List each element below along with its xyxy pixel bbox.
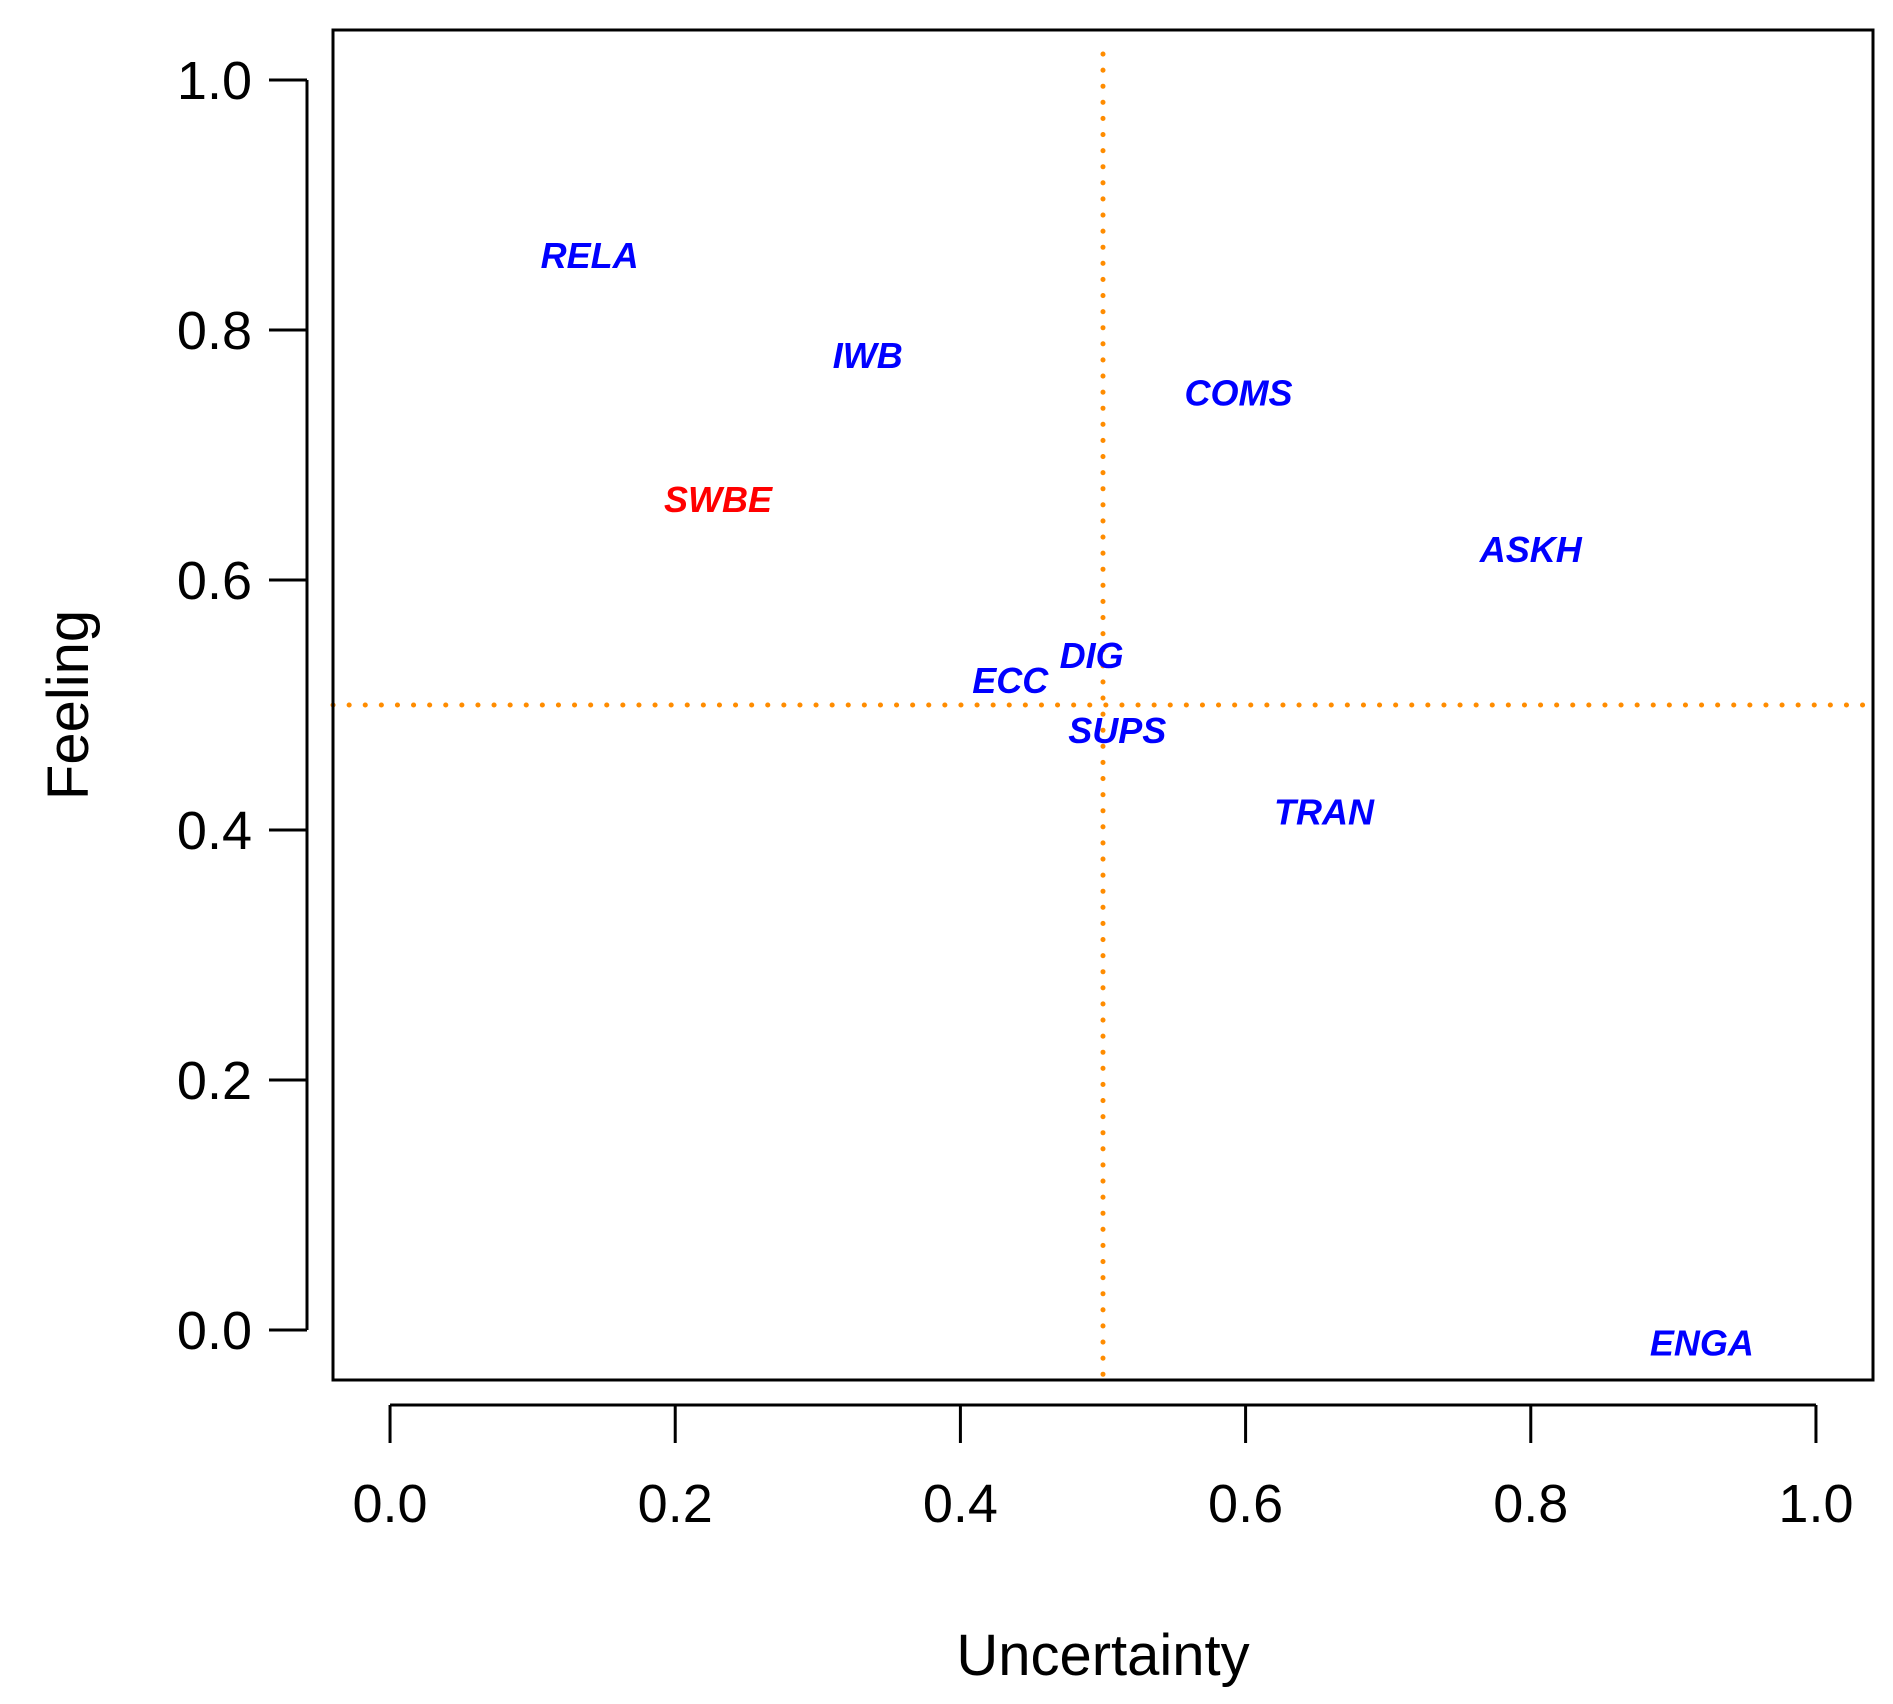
point-label-iwb: IWB: [833, 335, 903, 376]
y-tick-label: 0.6: [177, 551, 252, 611]
point-label-rela: RELA: [541, 235, 639, 276]
point-label-dig: DIG: [1060, 635, 1124, 676]
x-axis: 0.0 0.2 0.4 0.6 0.8 1.0: [352, 1403, 1854, 1534]
x-tick-label: 0.0: [352, 1474, 427, 1534]
point-label-enga: ENGA: [1650, 1323, 1754, 1364]
y-tick-label: 0.4: [177, 801, 252, 861]
y-axis-title: Feeling: [36, 610, 101, 800]
x-tick-label: 0.4: [923, 1474, 998, 1534]
y-tick-label: 0.2: [177, 1051, 252, 1111]
y-tick-label: 0.8: [177, 301, 252, 361]
y-tick-label: 1.0: [177, 51, 252, 111]
x-tick-label: 0.6: [1208, 1474, 1283, 1534]
x-axis-title: Uncertainty: [956, 1623, 1249, 1688]
point-label-askh: ASKH: [1479, 529, 1583, 570]
y-axis: 0.0 0.2 0.4 0.6 0.8 1.0: [177, 51, 309, 1361]
y-tick-label: 0.0: [177, 1301, 252, 1361]
x-tick-label: 0.8: [1493, 1474, 1568, 1534]
point-labels: RELA IWB SWBE COMS ASKH ECC DIG SUPS TRAN ENGA: [541, 235, 1754, 1364]
point-label-ecc: ECC: [972, 660, 1049, 701]
x-tick-label: 0.2: [638, 1474, 713, 1534]
plot-frame: [331, 28, 1875, 1382]
point-label-coms: COMS: [1184, 373, 1292, 414]
point-label-tran: TRAN: [1274, 791, 1375, 832]
x-tick-label: 1.0: [1778, 1474, 1853, 1534]
point-label-swbe: SWBE: [664, 479, 773, 520]
point-label-sups: SUPS: [1068, 710, 1166, 751]
reference-lines: [330, 51, 1876, 1383]
